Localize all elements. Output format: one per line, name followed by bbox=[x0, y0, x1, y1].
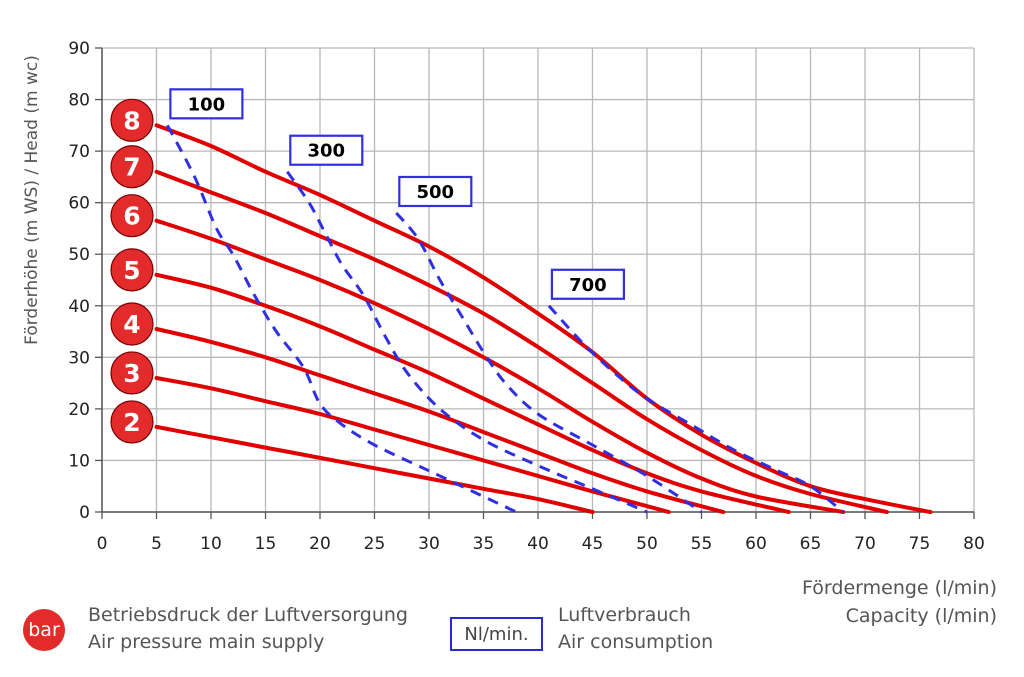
x-tick-label: 45 bbox=[582, 534, 604, 554]
air-label-box-700 bbox=[550, 268, 626, 300]
legend-pressure-de: Betriebsdruck der Luftversorgung bbox=[88, 604, 408, 626]
pressure-curve-3 bbox=[154, 376, 671, 514]
x-tick-label: 30 bbox=[418, 534, 440, 554]
pressure-curve-7 bbox=[154, 169, 889, 514]
x-axis-label-de: Fördermenge (l/min) bbox=[802, 577, 997, 599]
pressure-badge-4 bbox=[110, 302, 154, 346]
y-tick-label: 70 bbox=[68, 142, 90, 162]
y-tick-label: 10 bbox=[68, 451, 90, 471]
pressure-curve-2 bbox=[154, 424, 595, 514]
x-tick-label: 5 bbox=[151, 534, 162, 554]
air-label: 500 bbox=[417, 182, 455, 203]
y-tick-label: 30 bbox=[68, 348, 90, 368]
legend-air-en: Air consumption bbox=[558, 631, 714, 653]
y-tick-label: 60 bbox=[68, 194, 90, 214]
pressure-curve-6 bbox=[154, 218, 846, 514]
y-axis-label: Förderhöhe (m WS) / Head (m wc) bbox=[22, 55, 42, 345]
pressure-curve-5 bbox=[154, 272, 791, 514]
x-tick-label: 10 bbox=[200, 534, 222, 554]
pressure-badge-3 bbox=[110, 351, 154, 395]
series-layer bbox=[154, 123, 933, 514]
axes: 0 5 10 15 20 25 30 35 40 45 50 55 60 65 70 75 8001020304… bbox=[68, 39, 984, 554]
pressure-badge-label: 4 bbox=[123, 310, 140, 339]
legend-pressure-symbol: bar bbox=[23, 609, 65, 651]
legend-air-symbol: Nl/min. bbox=[450, 617, 543, 651]
legend-pressure-en: Air pressure main supply bbox=[88, 631, 325, 653]
x-tick-label: 25 bbox=[364, 534, 386, 554]
air-consumption-curve-500 bbox=[395, 212, 703, 514]
y-tick-label: 40 bbox=[68, 297, 90, 317]
air-label-box-500 bbox=[398, 175, 473, 208]
x-tick-label: 80 bbox=[963, 534, 985, 554]
pressure-badge-8 bbox=[110, 98, 154, 142]
y-tick-label: 90 bbox=[68, 39, 90, 59]
legend-pressure-text: Betriebsdruck der Luftversorgung Air pre… bbox=[88, 602, 408, 656]
x-tick-label: 40 bbox=[527, 534, 549, 554]
labels-layer: 8 7 6 5 4 3 2 100 300 500 700 bbox=[110, 88, 626, 444]
pressure-badge-6 bbox=[110, 194, 154, 238]
legend-air-de: Luftverbrauch bbox=[558, 604, 691, 626]
x-tick-label: 70 bbox=[854, 534, 876, 554]
pressure-curve-8 bbox=[154, 123, 933, 514]
pressure-badge-label: 8 bbox=[123, 106, 140, 135]
air-label: 300 bbox=[308, 141, 346, 162]
x-tick-label: 75 bbox=[909, 534, 931, 554]
x-tick-label: 65 bbox=[800, 534, 822, 554]
pressure-badge-label: 6 bbox=[123, 202, 140, 231]
y-tick-label: 0 bbox=[79, 503, 90, 523]
x-tick-label: 50 bbox=[636, 534, 658, 554]
air-label-box-100 bbox=[169, 88, 244, 120]
air-consumption-curve-100 bbox=[166, 124, 517, 514]
legend-air-text: Luftverbrauch Air consumption bbox=[558, 602, 713, 656]
y-tick-label: 20 bbox=[68, 400, 90, 420]
y-tick-label: 50 bbox=[68, 245, 90, 265]
x-tick-label: 60 bbox=[745, 534, 767, 554]
air-label-box-300 bbox=[289, 134, 364, 166]
pressure-badge-label: 2 bbox=[123, 408, 140, 437]
x-tick-label: 35 bbox=[473, 534, 495, 554]
x-tick-label: 20 bbox=[309, 534, 331, 554]
air-consumption-curve-700 bbox=[547, 304, 845, 514]
x-tick-label: 55 bbox=[691, 534, 713, 554]
pump-performance-chart: 0 5 10 15 20 25 30 35 40 45 50 55 60 65 70 75 8001020304… bbox=[22, 39, 985, 554]
pressure-badge-label: 5 bbox=[123, 256, 140, 285]
air-label: 700 bbox=[569, 275, 607, 296]
y-tick-label: 80 bbox=[68, 91, 90, 111]
pressure-badge-label: 7 bbox=[123, 153, 140, 182]
pressure-badge-2 bbox=[110, 400, 154, 444]
pressure-curve-4 bbox=[154, 327, 726, 514]
pressure-badge-7 bbox=[110, 145, 154, 189]
air-consumption-curve-300 bbox=[286, 170, 648, 514]
pressure-badge-label: 3 bbox=[123, 359, 140, 388]
x-axis-label-en: Capacity (l/min) bbox=[845, 605, 997, 627]
x-axis-label: Fördermenge (l/min) Capacity (l/min) bbox=[802, 574, 997, 630]
air-label: 100 bbox=[188, 94, 226, 115]
x-tick-label: 0 bbox=[97, 534, 108, 554]
x-tick-label: 15 bbox=[255, 534, 277, 554]
pressure-badge-5 bbox=[110, 248, 154, 292]
